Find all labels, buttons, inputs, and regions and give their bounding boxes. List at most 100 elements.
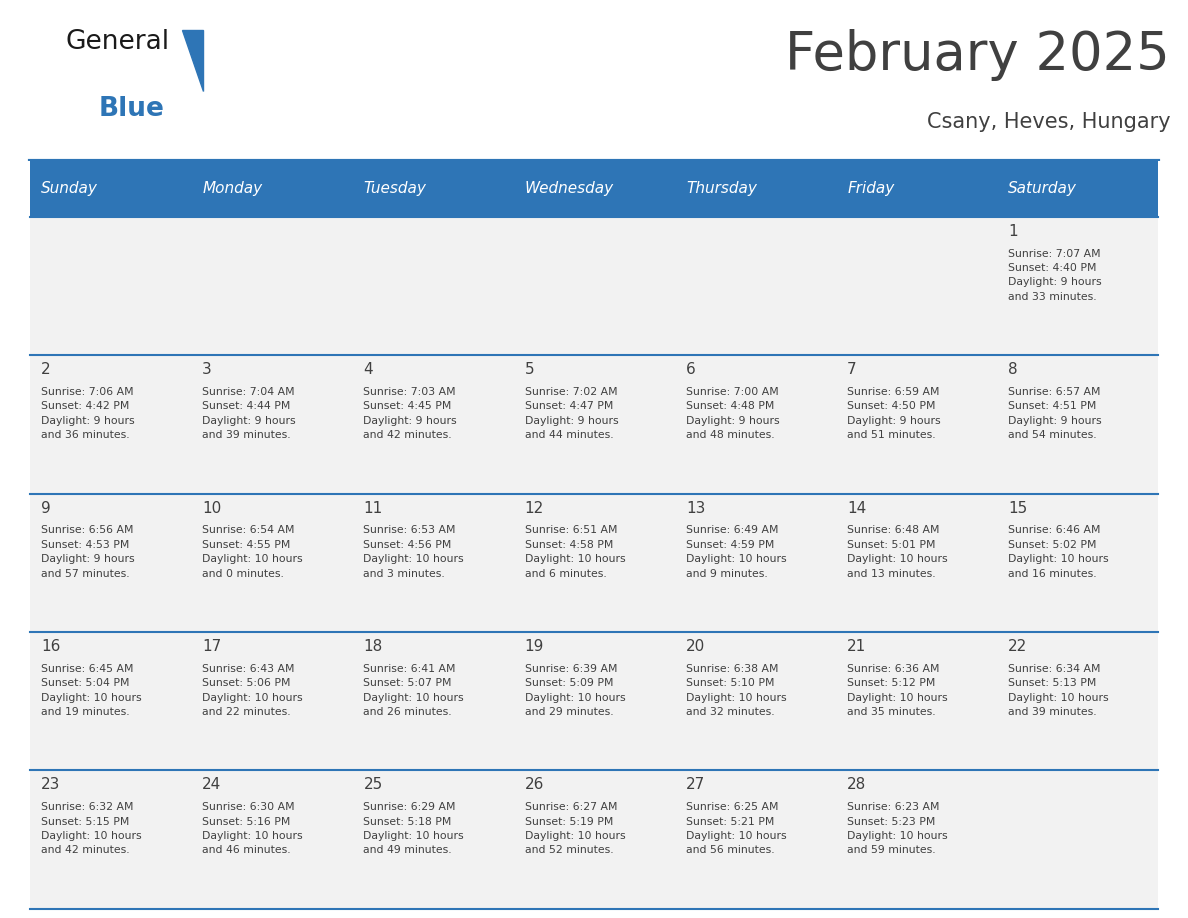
Text: Sunrise: 6:53 AM
Sunset: 4:56 PM
Daylight: 10 hours
and 3 minutes.: Sunrise: 6:53 AM Sunset: 4:56 PM Dayligh… xyxy=(364,525,465,578)
Text: 22: 22 xyxy=(1009,639,1028,654)
Bar xyxy=(675,632,836,770)
Text: Sunrise: 6:25 AM
Sunset: 5:21 PM
Daylight: 10 hours
and 56 minutes.: Sunrise: 6:25 AM Sunset: 5:21 PM Dayligh… xyxy=(685,802,786,856)
Text: Sunrise: 6:30 AM
Sunset: 5:16 PM
Daylight: 10 hours
and 46 minutes.: Sunrise: 6:30 AM Sunset: 5:16 PM Dayligh… xyxy=(202,802,303,856)
Bar xyxy=(675,217,836,355)
Bar xyxy=(836,770,997,909)
Bar xyxy=(836,632,997,770)
Text: Sunrise: 7:03 AM
Sunset: 4:45 PM
Daylight: 9 hours
and 42 minutes.: Sunrise: 7:03 AM Sunset: 4:45 PM Dayligh… xyxy=(364,387,457,441)
Text: Sunrise: 6:49 AM
Sunset: 4:59 PM
Daylight: 10 hours
and 9 minutes.: Sunrise: 6:49 AM Sunset: 4:59 PM Dayligh… xyxy=(685,525,786,578)
Bar xyxy=(191,217,352,355)
Text: 28: 28 xyxy=(847,778,866,792)
Text: Sunrise: 6:34 AM
Sunset: 5:13 PM
Daylight: 10 hours
and 39 minutes.: Sunrise: 6:34 AM Sunset: 5:13 PM Dayligh… xyxy=(1009,664,1108,717)
Text: Sunrise: 6:41 AM
Sunset: 5:07 PM
Daylight: 10 hours
and 26 minutes.: Sunrise: 6:41 AM Sunset: 5:07 PM Dayligh… xyxy=(364,664,465,717)
Text: Monday: Monday xyxy=(202,181,263,196)
Bar xyxy=(513,494,675,632)
Bar xyxy=(352,770,513,909)
Bar xyxy=(675,355,836,494)
Bar xyxy=(836,217,997,355)
Text: Sunrise: 6:32 AM
Sunset: 5:15 PM
Daylight: 10 hours
and 42 minutes.: Sunrise: 6:32 AM Sunset: 5:15 PM Dayligh… xyxy=(40,802,141,856)
Text: Sunrise: 6:39 AM
Sunset: 5:09 PM
Daylight: 10 hours
and 29 minutes.: Sunrise: 6:39 AM Sunset: 5:09 PM Dayligh… xyxy=(525,664,625,717)
Text: 5: 5 xyxy=(525,362,535,377)
Text: 13: 13 xyxy=(685,500,706,516)
Text: 11: 11 xyxy=(364,500,383,516)
Bar xyxy=(513,770,675,909)
Text: 15: 15 xyxy=(1009,500,1028,516)
Bar xyxy=(997,770,1158,909)
Text: 14: 14 xyxy=(847,500,866,516)
Text: 10: 10 xyxy=(202,500,221,516)
Bar xyxy=(997,355,1158,494)
Text: Wednesday: Wednesday xyxy=(525,181,614,196)
Text: 23: 23 xyxy=(40,778,61,792)
Text: 26: 26 xyxy=(525,778,544,792)
Text: Sunrise: 6:45 AM
Sunset: 5:04 PM
Daylight: 10 hours
and 19 minutes.: Sunrise: 6:45 AM Sunset: 5:04 PM Dayligh… xyxy=(40,664,141,717)
Text: 6: 6 xyxy=(685,362,696,377)
Text: 25: 25 xyxy=(364,778,383,792)
Text: Sunday: Sunday xyxy=(40,181,97,196)
Bar xyxy=(675,494,836,632)
Text: Sunrise: 6:57 AM
Sunset: 4:51 PM
Daylight: 9 hours
and 54 minutes.: Sunrise: 6:57 AM Sunset: 4:51 PM Dayligh… xyxy=(1009,387,1102,441)
Text: February 2025: February 2025 xyxy=(785,28,1170,81)
Text: 3: 3 xyxy=(202,362,211,377)
Bar xyxy=(30,494,191,632)
Text: 8: 8 xyxy=(1009,362,1018,377)
Text: 18: 18 xyxy=(364,639,383,654)
Text: Sunrise: 6:59 AM
Sunset: 4:50 PM
Daylight: 9 hours
and 51 minutes.: Sunrise: 6:59 AM Sunset: 4:50 PM Dayligh… xyxy=(847,387,941,441)
Text: Sunrise: 6:43 AM
Sunset: 5:06 PM
Daylight: 10 hours
and 22 minutes.: Sunrise: 6:43 AM Sunset: 5:06 PM Dayligh… xyxy=(202,664,303,717)
Text: Sunrise: 6:23 AM
Sunset: 5:23 PM
Daylight: 10 hours
and 59 minutes.: Sunrise: 6:23 AM Sunset: 5:23 PM Dayligh… xyxy=(847,802,948,856)
Bar xyxy=(997,161,1158,217)
Bar xyxy=(513,161,675,217)
Bar xyxy=(191,161,352,217)
Text: Saturday: Saturday xyxy=(1009,181,1078,196)
Bar xyxy=(30,632,191,770)
Bar xyxy=(836,494,997,632)
Text: 1: 1 xyxy=(1009,224,1018,239)
Text: Sunrise: 7:06 AM
Sunset: 4:42 PM
Daylight: 9 hours
and 36 minutes.: Sunrise: 7:06 AM Sunset: 4:42 PM Dayligh… xyxy=(40,387,134,441)
Text: Sunrise: 6:36 AM
Sunset: 5:12 PM
Daylight: 10 hours
and 35 minutes.: Sunrise: 6:36 AM Sunset: 5:12 PM Dayligh… xyxy=(847,664,948,717)
Text: Sunrise: 7:02 AM
Sunset: 4:47 PM
Daylight: 9 hours
and 44 minutes.: Sunrise: 7:02 AM Sunset: 4:47 PM Dayligh… xyxy=(525,387,618,441)
Bar xyxy=(352,217,513,355)
Bar xyxy=(675,161,836,217)
Bar xyxy=(675,770,836,909)
Text: Sunrise: 6:46 AM
Sunset: 5:02 PM
Daylight: 10 hours
and 16 minutes.: Sunrise: 6:46 AM Sunset: 5:02 PM Dayligh… xyxy=(1009,525,1108,578)
Bar xyxy=(352,161,513,217)
Bar xyxy=(513,355,675,494)
Text: Sunrise: 7:00 AM
Sunset: 4:48 PM
Daylight: 9 hours
and 48 minutes.: Sunrise: 7:00 AM Sunset: 4:48 PM Dayligh… xyxy=(685,387,779,441)
Bar xyxy=(30,355,191,494)
Bar xyxy=(997,217,1158,355)
Text: Sunrise: 6:38 AM
Sunset: 5:10 PM
Daylight: 10 hours
and 32 minutes.: Sunrise: 6:38 AM Sunset: 5:10 PM Dayligh… xyxy=(685,664,786,717)
Text: Csany, Heves, Hungary: Csany, Heves, Hungary xyxy=(927,112,1170,132)
Text: Sunrise: 7:04 AM
Sunset: 4:44 PM
Daylight: 9 hours
and 39 minutes.: Sunrise: 7:04 AM Sunset: 4:44 PM Dayligh… xyxy=(202,387,296,441)
Text: 12: 12 xyxy=(525,500,544,516)
Bar xyxy=(30,217,191,355)
Text: Sunrise: 7:07 AM
Sunset: 4:40 PM
Daylight: 9 hours
and 33 minutes.: Sunrise: 7:07 AM Sunset: 4:40 PM Dayligh… xyxy=(1009,249,1102,302)
Bar xyxy=(352,494,513,632)
Text: 21: 21 xyxy=(847,639,866,654)
Bar xyxy=(352,355,513,494)
Text: 7: 7 xyxy=(847,362,857,377)
Text: 27: 27 xyxy=(685,778,706,792)
Text: General: General xyxy=(65,28,170,55)
Text: Sunrise: 6:27 AM
Sunset: 5:19 PM
Daylight: 10 hours
and 52 minutes.: Sunrise: 6:27 AM Sunset: 5:19 PM Dayligh… xyxy=(525,802,625,856)
Text: Sunrise: 6:56 AM
Sunset: 4:53 PM
Daylight: 9 hours
and 57 minutes.: Sunrise: 6:56 AM Sunset: 4:53 PM Dayligh… xyxy=(40,525,134,578)
Bar xyxy=(997,632,1158,770)
Text: Sunrise: 6:48 AM
Sunset: 5:01 PM
Daylight: 10 hours
and 13 minutes.: Sunrise: 6:48 AM Sunset: 5:01 PM Dayligh… xyxy=(847,525,948,578)
Text: 24: 24 xyxy=(202,778,221,792)
Text: 9: 9 xyxy=(40,500,51,516)
Text: Blue: Blue xyxy=(99,96,164,122)
Text: Thursday: Thursday xyxy=(685,181,757,196)
Bar xyxy=(836,161,997,217)
Text: 4: 4 xyxy=(364,362,373,377)
Text: Sunrise: 6:51 AM
Sunset: 4:58 PM
Daylight: 10 hours
and 6 minutes.: Sunrise: 6:51 AM Sunset: 4:58 PM Dayligh… xyxy=(525,525,625,578)
Bar xyxy=(513,632,675,770)
Bar xyxy=(352,632,513,770)
Bar xyxy=(191,355,352,494)
Text: 20: 20 xyxy=(685,639,706,654)
Text: Sunrise: 6:29 AM
Sunset: 5:18 PM
Daylight: 10 hours
and 49 minutes.: Sunrise: 6:29 AM Sunset: 5:18 PM Dayligh… xyxy=(364,802,465,856)
Bar xyxy=(30,770,191,909)
Text: 19: 19 xyxy=(525,639,544,654)
Bar xyxy=(513,217,675,355)
Text: Sunrise: 6:54 AM
Sunset: 4:55 PM
Daylight: 10 hours
and 0 minutes.: Sunrise: 6:54 AM Sunset: 4:55 PM Dayligh… xyxy=(202,525,303,578)
Bar xyxy=(191,770,352,909)
Polygon shape xyxy=(182,29,203,91)
